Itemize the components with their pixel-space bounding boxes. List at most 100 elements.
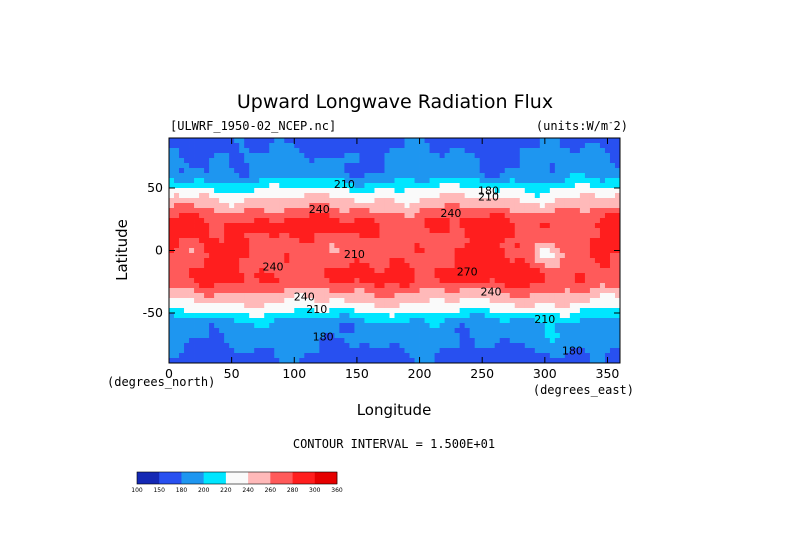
heatmap-cell — [269, 273, 275, 279]
heatmap-cell — [404, 353, 410, 359]
heatmap-cell — [304, 158, 310, 164]
heatmap-cell — [504, 143, 511, 149]
heatmap-cell — [509, 233, 516, 239]
heatmap-cell — [584, 278, 591, 284]
heatmap-cell — [464, 323, 471, 329]
heatmap-cell — [524, 338, 531, 344]
heatmap-cell — [309, 213, 315, 219]
heatmap-cell — [549, 143, 556, 149]
heatmap-cell — [429, 188, 435, 194]
heatmap-cell — [369, 253, 375, 259]
heatmap-cell — [344, 143, 350, 149]
heatmap-cell — [189, 223, 195, 229]
heatmap-cell — [474, 148, 481, 154]
heatmap-cell — [349, 143, 355, 149]
heatmap-cell — [609, 338, 616, 344]
heatmap-cell — [184, 173, 190, 179]
heatmap-cell — [444, 258, 451, 264]
heatmap-cell — [444, 313, 451, 319]
heatmap-cell — [244, 208, 250, 214]
heatmap-cell — [234, 268, 240, 274]
heatmap-cell — [374, 278, 380, 284]
heatmap-cell — [409, 293, 415, 299]
heatmap-cell — [314, 183, 320, 189]
heatmap-cell — [609, 303, 616, 309]
heatmap-cell — [409, 248, 415, 254]
heatmap-cell — [589, 298, 596, 304]
heatmap-cell — [609, 258, 616, 264]
heatmap-cell — [464, 273, 471, 279]
heatmap-cell — [309, 188, 315, 194]
heatmap-cell — [509, 198, 516, 204]
heatmap-cell — [579, 233, 586, 239]
heatmap-cell — [184, 258, 190, 264]
heatmap-cell — [304, 198, 310, 204]
heatmap-cell — [214, 283, 220, 289]
heatmap-cell — [174, 253, 180, 259]
heatmap-cell — [484, 143, 491, 149]
heatmap-cell — [234, 333, 240, 339]
heatmap-cell — [469, 158, 476, 164]
heatmap-cell — [594, 223, 601, 229]
heatmap-cell — [484, 303, 491, 309]
heatmap-cell — [504, 298, 511, 304]
heatmap-cell — [359, 258, 365, 264]
heatmap-cell — [369, 163, 375, 169]
heatmap-cell — [174, 268, 180, 274]
heatmap-cell — [469, 288, 476, 294]
heatmap-cell — [319, 173, 325, 179]
heatmap-cell — [274, 238, 280, 244]
heatmap-cell — [569, 338, 576, 344]
heatmap-cell — [379, 213, 385, 219]
heatmap-cell — [424, 168, 430, 174]
heatmap-cell — [394, 143, 400, 149]
heatmap-cell — [569, 283, 576, 289]
heatmap-cell — [304, 298, 310, 304]
heatmap-cell — [294, 278, 300, 284]
heatmap-cell — [234, 238, 240, 244]
heatmap-cell — [494, 233, 501, 239]
heatmap-cell — [589, 318, 596, 324]
heatmap-cell — [534, 143, 541, 149]
heatmap-cell — [504, 173, 511, 179]
heatmap-cell — [324, 138, 330, 144]
heatmap-cell — [304, 333, 310, 339]
heatmap-cell — [284, 348, 290, 354]
heatmap-cell — [384, 163, 390, 169]
heatmap-cell — [454, 213, 461, 219]
heatmap-cell — [279, 273, 285, 279]
heatmap-cell — [474, 238, 481, 244]
heatmap-cell — [549, 168, 556, 174]
heatmap-cell — [554, 348, 561, 354]
heatmap-cell — [424, 158, 430, 164]
heatmap-cell — [174, 318, 180, 324]
heatmap-cell — [489, 298, 496, 304]
x-tick-label: 300 — [533, 366, 557, 381]
heatmap-cell — [474, 248, 481, 254]
heatmap-cell — [549, 208, 556, 214]
heatmap-cell — [514, 243, 521, 249]
heatmap-cell — [249, 183, 255, 189]
heatmap-cell — [234, 223, 240, 229]
heatmap-cell — [609, 183, 616, 189]
heatmap-cell — [254, 233, 260, 239]
heatmap-cell — [444, 188, 451, 194]
heatmap-cell — [174, 288, 180, 294]
heatmap-cell — [449, 248, 456, 254]
heatmap-cell — [224, 273, 230, 279]
heatmap-cell — [464, 298, 471, 304]
heatmap-cell — [344, 203, 350, 209]
heatmap-cell — [559, 238, 566, 244]
heatmap-cell — [444, 138, 451, 144]
heatmap-cell — [349, 208, 355, 214]
heatmap-cell — [604, 158, 611, 164]
heatmap-cell — [199, 278, 205, 284]
heatmap-cell — [484, 228, 491, 234]
heatmap-cell — [514, 203, 521, 209]
heatmap-cell — [434, 328, 440, 334]
heatmap-cell — [259, 343, 265, 349]
heatmap-cell — [419, 278, 425, 284]
heatmap-cell — [324, 233, 330, 239]
heatmap-cell — [294, 198, 300, 204]
